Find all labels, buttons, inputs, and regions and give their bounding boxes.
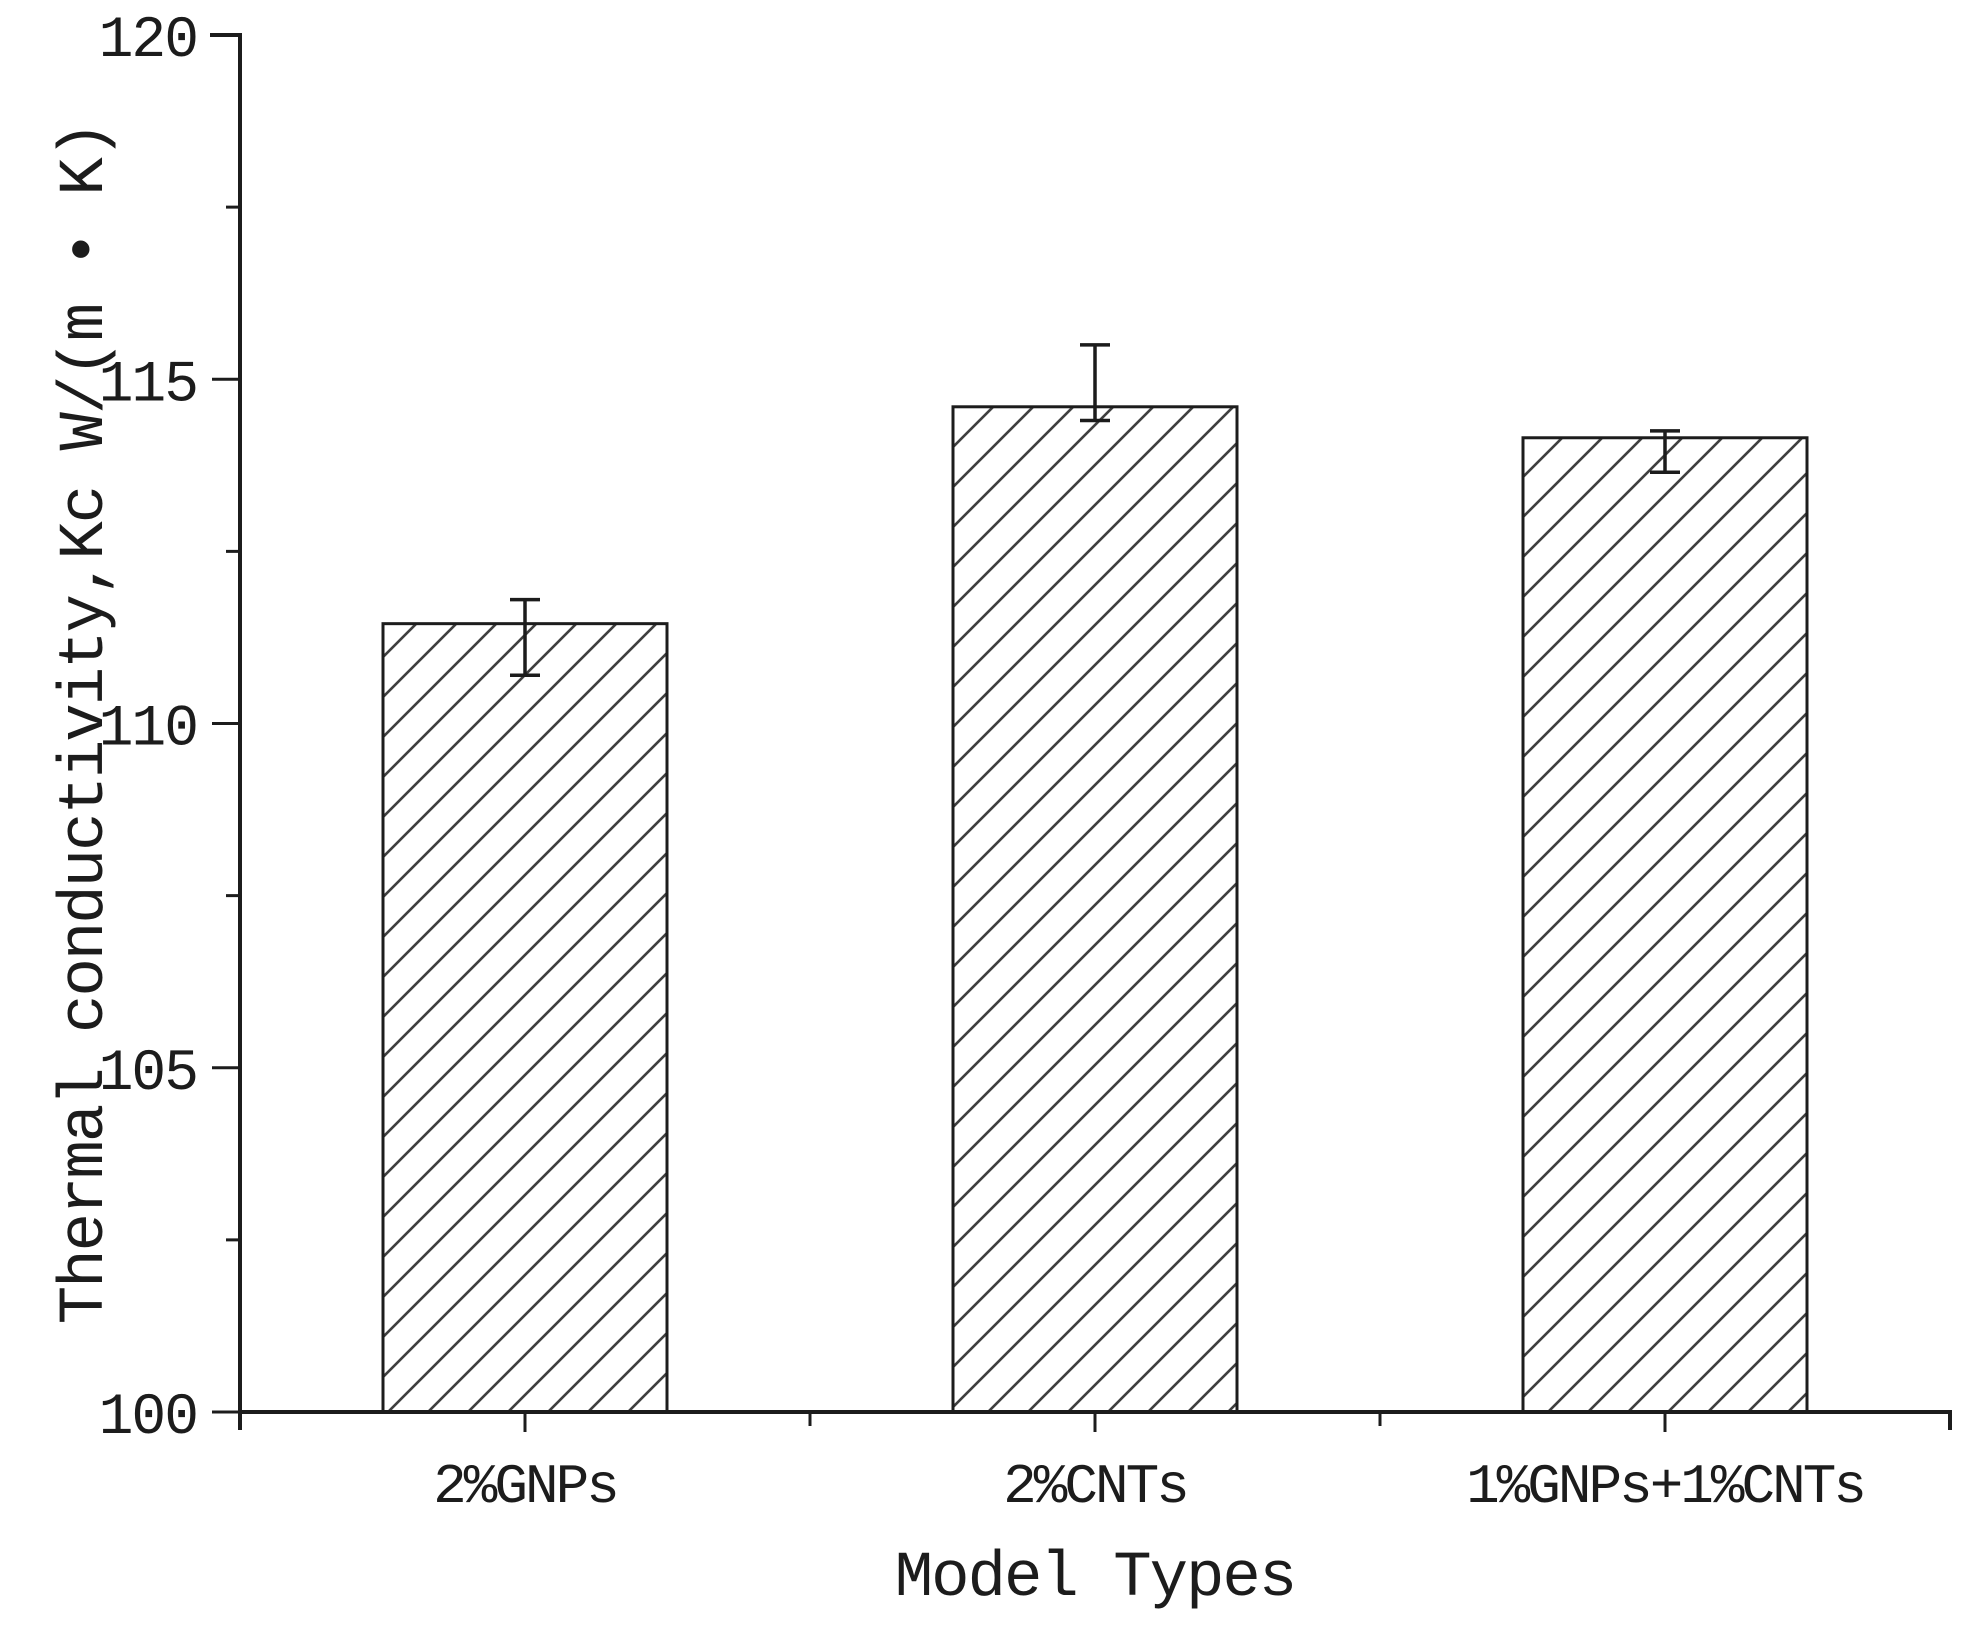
error-bars-group bbox=[510, 343, 1680, 678]
y-tick-label-120: 120 bbox=[99, 9, 197, 74]
error-bar-0 bbox=[510, 597, 540, 678]
ticks-group bbox=[212, 33, 1667, 1432]
x-tick-label-1: 2%CNTs bbox=[1003, 1455, 1187, 1519]
y-tick-label-115: 115 bbox=[99, 353, 197, 418]
bars-group bbox=[381, 405, 1809, 1414]
labels-group: 100 105 110 115 120 2%GNPs 2%CNTs 1%GNPs+1%CNTs… bbox=[50, 9, 1867, 1615]
bar-2 bbox=[1521, 436, 1809, 1414]
error-bar-2 bbox=[1650, 429, 1680, 474]
bar-0 bbox=[381, 622, 669, 1414]
y-axis-title: Thermal conductivity,Kc W/(m • K) bbox=[50, 123, 122, 1324]
x-tick-label-2: 1%GNPs+1%CNTs bbox=[1466, 1455, 1864, 1519]
y-tick-label-100: 100 bbox=[99, 1386, 197, 1451]
error-bar-1 bbox=[1080, 343, 1110, 423]
y-tick-label-110: 110 bbox=[99, 698, 197, 763]
x-tick-label-0: 2%GNPs bbox=[433, 1455, 617, 1519]
x-axis-title: Model Types bbox=[895, 1543, 1295, 1615]
bar-1 bbox=[951, 405, 1239, 1414]
y-tick-label-105: 105 bbox=[99, 1042, 197, 1107]
